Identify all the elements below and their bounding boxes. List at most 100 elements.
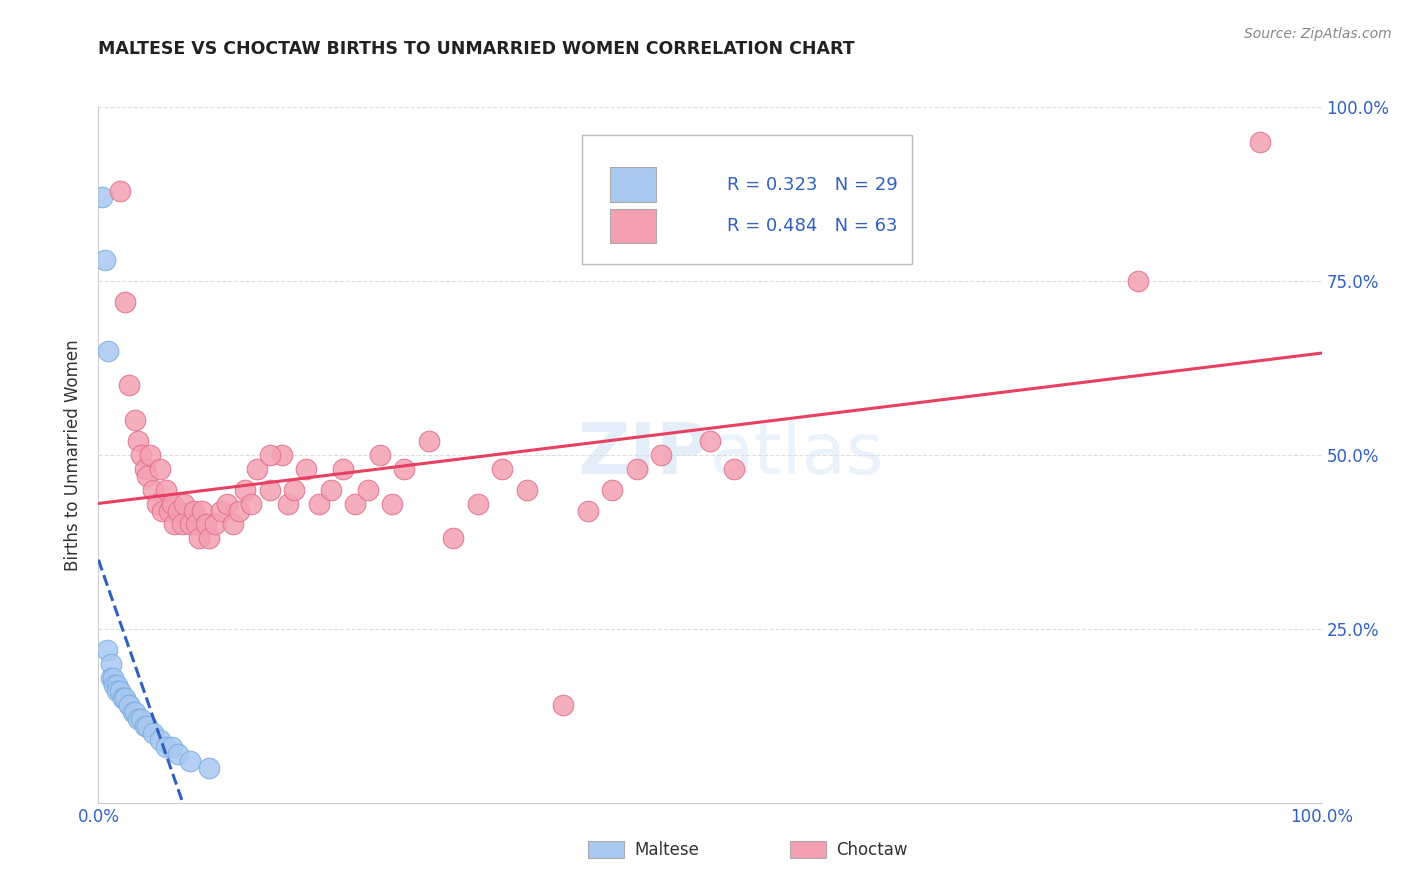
Point bbox=[600, 483, 623, 497]
Point bbox=[283, 483, 305, 497]
Point bbox=[1249, 135, 1271, 149]
Point bbox=[100, 671, 122, 685]
Point bbox=[356, 483, 378, 497]
Point bbox=[127, 434, 149, 448]
Point bbox=[149, 462, 172, 476]
Point bbox=[134, 719, 156, 733]
Point bbox=[124, 413, 146, 427]
Point bbox=[187, 532, 209, 546]
Point bbox=[121, 706, 143, 720]
Point bbox=[111, 691, 134, 706]
Point bbox=[259, 448, 281, 462]
Point bbox=[204, 517, 226, 532]
Text: Maltese: Maltese bbox=[634, 841, 699, 859]
Point bbox=[233, 483, 256, 497]
Point bbox=[155, 483, 177, 497]
Point bbox=[118, 698, 141, 713]
Point bbox=[96, 642, 118, 657]
Point bbox=[149, 733, 172, 747]
Point bbox=[118, 698, 141, 713]
Point bbox=[467, 497, 489, 511]
Point bbox=[332, 462, 354, 476]
Point bbox=[105, 677, 128, 691]
Bar bbox=[790, 841, 827, 858]
Point bbox=[127, 712, 149, 726]
Point bbox=[167, 503, 190, 517]
Point bbox=[114, 691, 136, 706]
Y-axis label: Births to Unmarried Women: Births to Unmarried Women bbox=[65, 339, 83, 571]
Point bbox=[179, 517, 201, 532]
Text: Source: ZipAtlas.com: Source: ZipAtlas.com bbox=[1244, 27, 1392, 41]
Point bbox=[209, 503, 232, 517]
Point bbox=[100, 657, 122, 671]
Point bbox=[191, 503, 214, 517]
Point bbox=[228, 503, 250, 517]
Point bbox=[626, 462, 648, 476]
Point bbox=[344, 497, 367, 511]
Point bbox=[222, 517, 245, 532]
Text: MALTESE VS CHOCTAW BIRTHS TO UNMARRIED WOMEN CORRELATION CHART: MALTESE VS CHOCTAW BIRTHS TO UNMARRIED W… bbox=[98, 40, 855, 58]
Point bbox=[650, 448, 672, 462]
Bar bbox=[610, 167, 657, 202]
FancyBboxPatch shape bbox=[582, 135, 912, 263]
Text: ZIP: ZIP bbox=[578, 420, 710, 490]
Point bbox=[134, 462, 156, 476]
Point bbox=[1128, 274, 1150, 288]
Point bbox=[699, 434, 721, 448]
Point bbox=[186, 517, 208, 532]
Point bbox=[101, 671, 124, 685]
Point bbox=[150, 503, 173, 517]
Point bbox=[270, 448, 294, 462]
Point bbox=[723, 462, 745, 476]
Point bbox=[110, 684, 132, 698]
Point bbox=[129, 448, 152, 462]
Point bbox=[553, 698, 575, 713]
Point bbox=[295, 462, 318, 476]
Point bbox=[381, 497, 404, 511]
Point bbox=[195, 517, 218, 532]
Point bbox=[136, 468, 159, 483]
Point bbox=[308, 497, 330, 511]
Point bbox=[163, 517, 186, 532]
Point bbox=[93, 253, 115, 268]
Bar bbox=[588, 841, 624, 858]
Point bbox=[111, 691, 134, 706]
Point bbox=[277, 497, 299, 511]
Text: R = 0.323   N = 29: R = 0.323 N = 29 bbox=[727, 176, 898, 194]
Point bbox=[136, 719, 159, 733]
Point bbox=[441, 532, 464, 546]
Point bbox=[418, 434, 440, 448]
Point bbox=[118, 378, 141, 392]
Point bbox=[142, 726, 165, 740]
Point bbox=[215, 497, 238, 511]
Text: Choctaw: Choctaw bbox=[837, 841, 907, 859]
Point bbox=[197, 532, 219, 546]
Point bbox=[515, 483, 537, 497]
Point bbox=[392, 462, 416, 476]
Point bbox=[97, 343, 120, 358]
Point bbox=[246, 462, 269, 476]
Point bbox=[240, 497, 263, 511]
Point bbox=[259, 483, 281, 497]
Point bbox=[155, 740, 177, 755]
Point bbox=[491, 462, 513, 476]
Point bbox=[170, 517, 193, 532]
Point bbox=[146, 497, 169, 511]
Point bbox=[142, 483, 165, 497]
Text: R = 0.484   N = 63: R = 0.484 N = 63 bbox=[727, 217, 897, 235]
Point bbox=[197, 761, 219, 775]
Point bbox=[319, 483, 342, 497]
Point bbox=[183, 503, 205, 517]
Point bbox=[157, 503, 180, 517]
Point bbox=[110, 184, 132, 198]
Point bbox=[368, 448, 391, 462]
Point bbox=[105, 684, 128, 698]
Point bbox=[91, 190, 114, 204]
Point bbox=[129, 712, 152, 726]
Text: atlas: atlas bbox=[710, 420, 884, 490]
Point bbox=[576, 503, 599, 517]
Bar bbox=[610, 209, 657, 244]
Point bbox=[173, 497, 195, 511]
Point bbox=[124, 706, 146, 720]
Point bbox=[139, 448, 162, 462]
